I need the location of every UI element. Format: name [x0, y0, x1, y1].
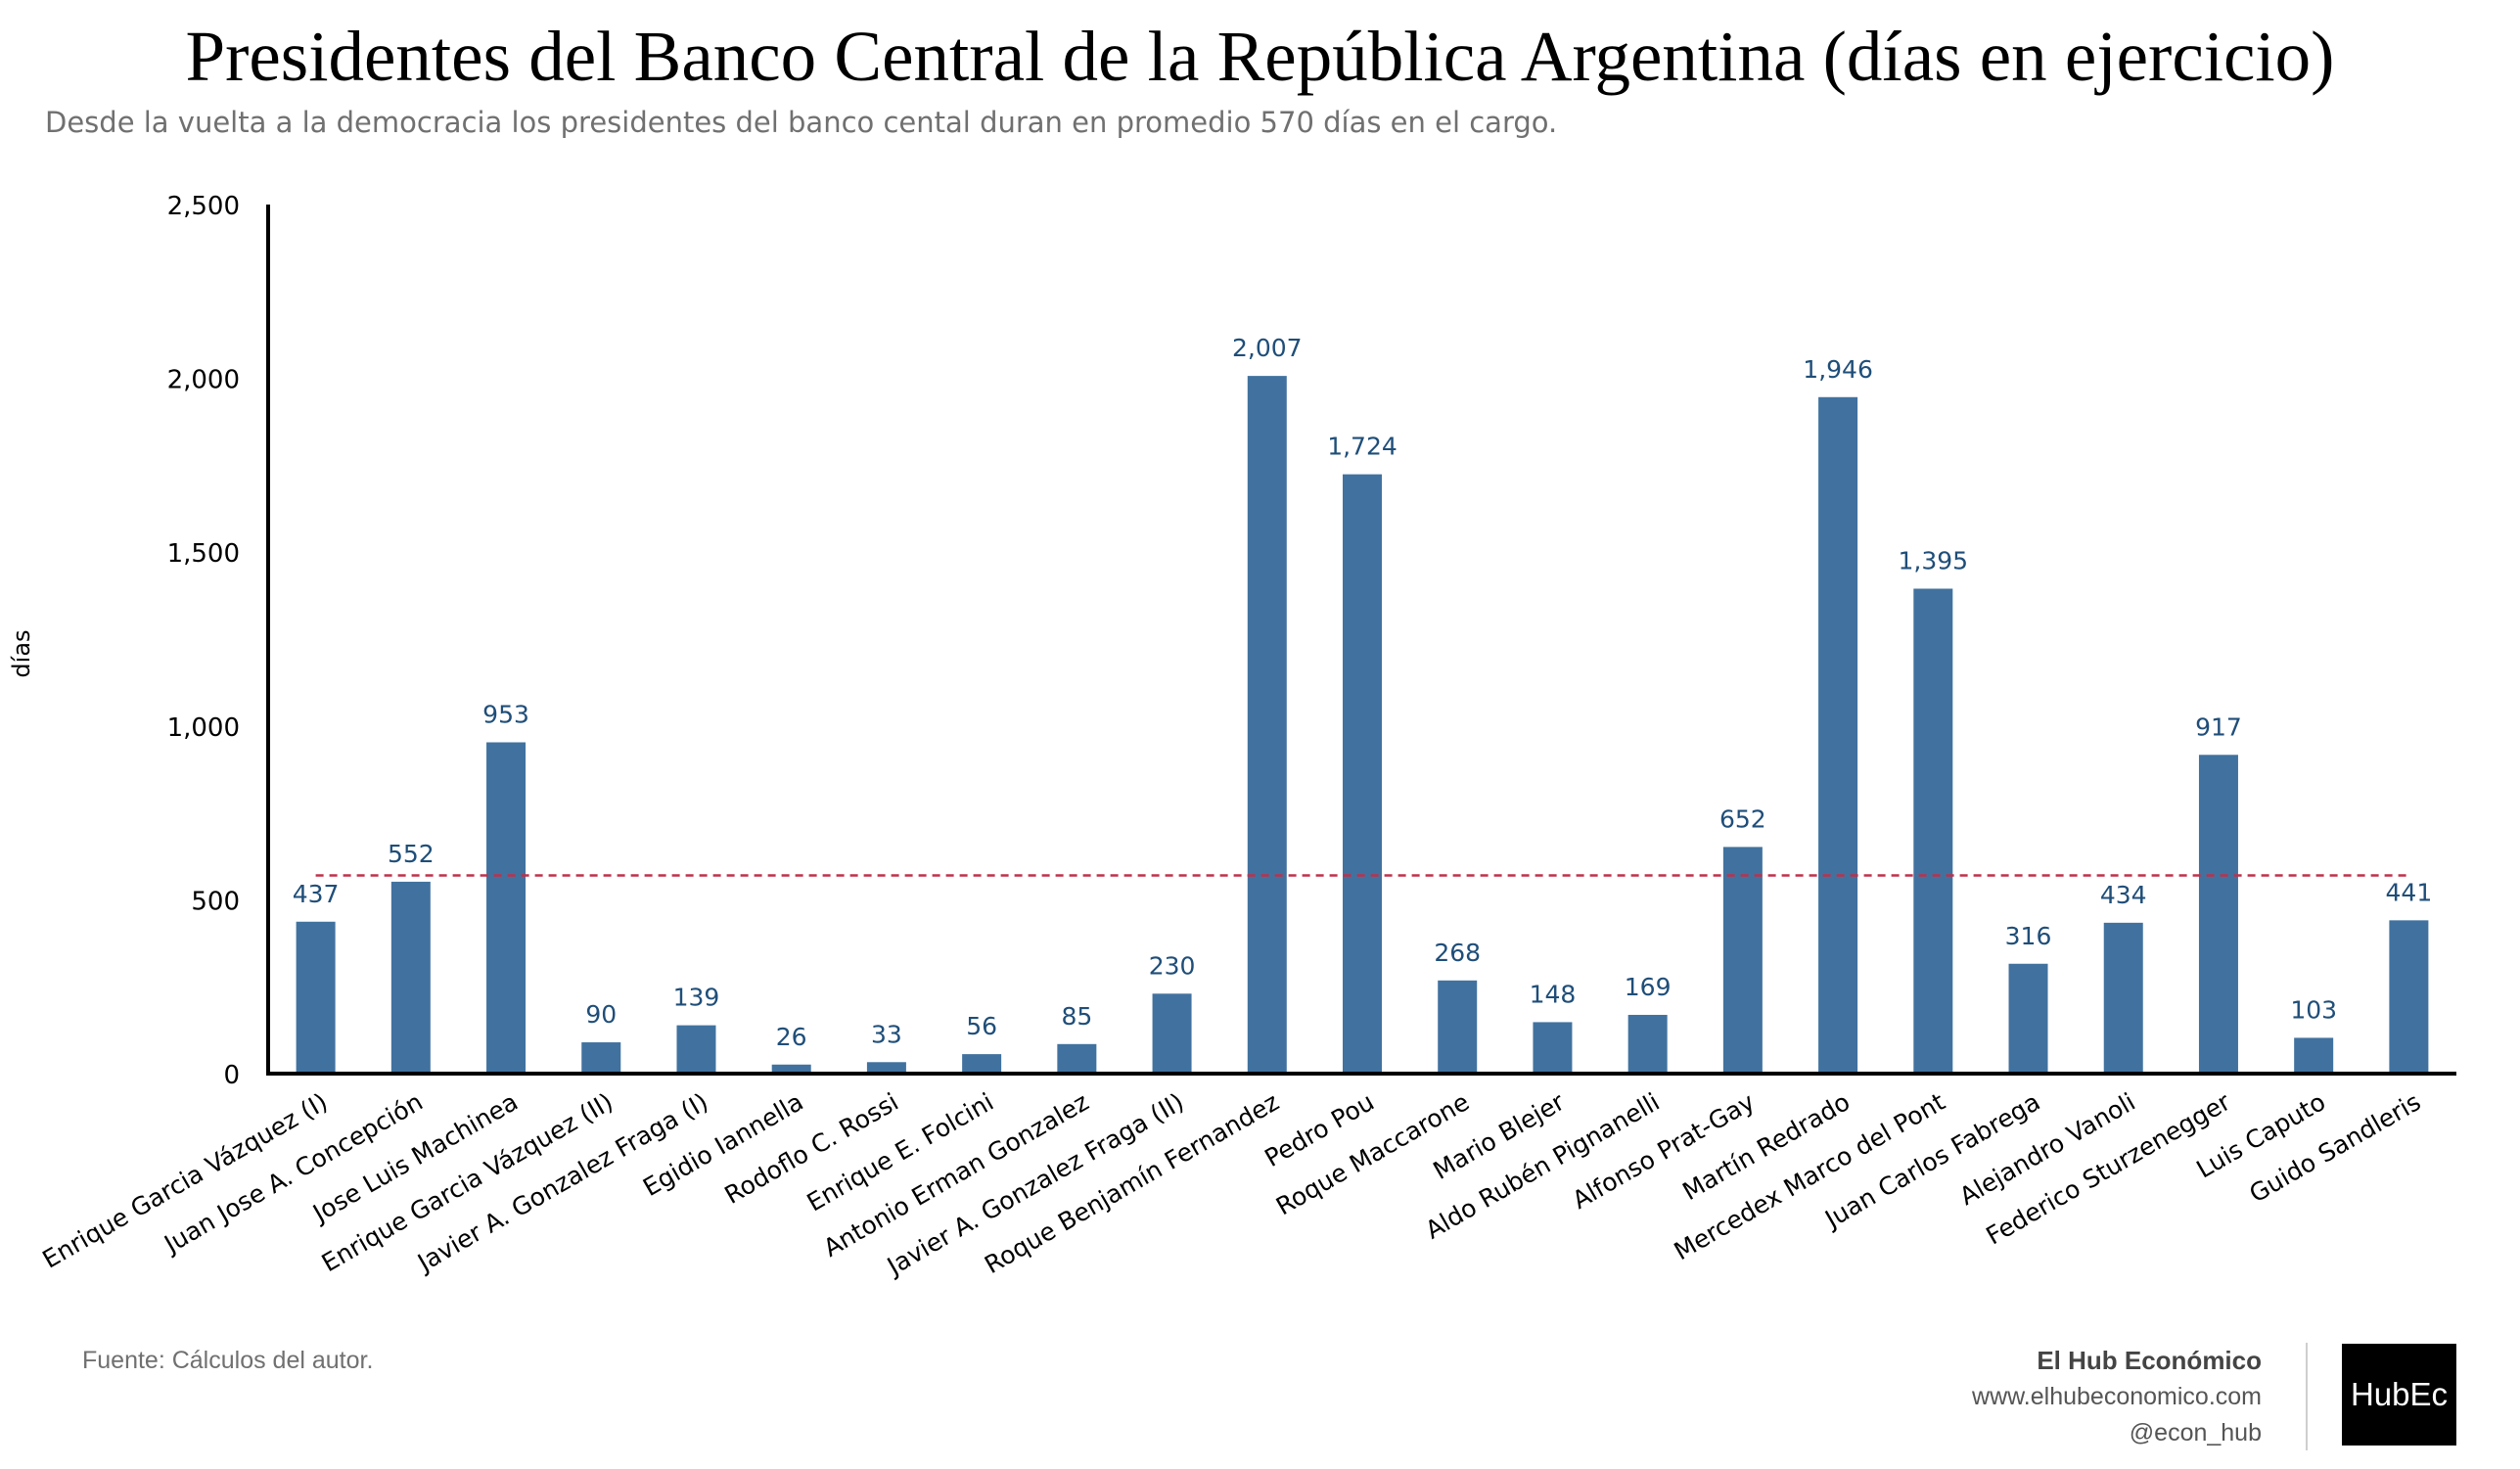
bar: [2103, 922, 2143, 1074]
data-label: 917: [2195, 712, 2242, 741]
bar: [2008, 963, 2048, 1074]
brand-block: El Hub Económico www.elhubeconomico.com …: [1972, 1343, 2262, 1451]
y-tick-label: 1,000: [167, 713, 240, 743]
data-label: 148: [1530, 980, 1577, 1008]
bar: [581, 1042, 621, 1074]
data-label: 1,395: [1899, 546, 1969, 574]
bar: [2294, 1037, 2334, 1074]
bar: [1533, 1022, 1573, 1074]
y-axis-label: días: [8, 629, 35, 677]
bar: [676, 1025, 716, 1074]
brand-handle: @econ_hub: [2129, 1419, 2262, 1446]
data-label: 33: [871, 1020, 902, 1048]
data-label: 652: [1719, 804, 1766, 833]
y-tick-label: 1,500: [167, 539, 240, 569]
bar: [1818, 396, 1858, 1075]
data-label: 437: [293, 880, 340, 908]
bar: [771, 1064, 811, 1074]
data-label: 139: [673, 984, 720, 1012]
bar: [1343, 474, 1382, 1074]
bar: [486, 742, 527, 1074]
bar: [1722, 847, 1763, 1074]
data-label: 90: [585, 1000, 617, 1029]
data-label: 103: [2290, 995, 2337, 1024]
bar: [1057, 1043, 1097, 1074]
source-note: Fuente: Cálculos del autor.: [82, 1347, 374, 1374]
data-label: 268: [1434, 939, 1481, 967]
bar: [866, 1062, 906, 1074]
y-tick-label: 500: [191, 887, 240, 916]
data-label: 26: [776, 1023, 807, 1051]
data-label: 441: [2386, 878, 2433, 906]
data-label: 953: [482, 700, 529, 728]
bar: [296, 921, 336, 1074]
bar: [962, 1054, 1002, 1074]
y-tick-label: 2,000: [167, 366, 240, 395]
bar: [2389, 920, 2429, 1074]
bar: [1152, 993, 1192, 1074]
chart-title: Presidentes del Banco Central de la Repú…: [185, 17, 2335, 96]
bar: [1627, 1014, 1668, 1074]
data-label: 1,724: [1327, 433, 1397, 461]
brand-name: El Hub Económico: [2037, 1346, 2262, 1375]
bar: [1438, 980, 1478, 1074]
y-tick-label: 0: [223, 1061, 240, 1090]
brand-divider: [2306, 1343, 2308, 1450]
bar: [1913, 588, 1953, 1074]
data-label: 85: [1061, 1002, 1092, 1031]
data-label: 1,946: [1803, 355, 1873, 384]
data-label: 56: [966, 1012, 997, 1040]
bar: [390, 881, 431, 1074]
bar: [2198, 755, 2238, 1074]
x-tick-label: Guido Sandleris: [2244, 1087, 2425, 1208]
chart-subtitle: Desde la vuelta a la democracia los pres…: [45, 106, 1558, 139]
data-label: 169: [1625, 973, 1672, 1001]
brand-website: www.elhubeconomico.com: [1972, 1383, 2262, 1410]
data-label: 230: [1149, 951, 1196, 980]
data-label: 316: [2005, 922, 2052, 950]
bar: [1247, 376, 1287, 1074]
data-label: 2,007: [1232, 334, 1303, 362]
y-tick-label: 2,500: [167, 192, 240, 221]
data-label: 552: [388, 840, 435, 868]
hubec-logo: HubEc: [2342, 1344, 2456, 1446]
data-label: 434: [2100, 881, 2147, 909]
